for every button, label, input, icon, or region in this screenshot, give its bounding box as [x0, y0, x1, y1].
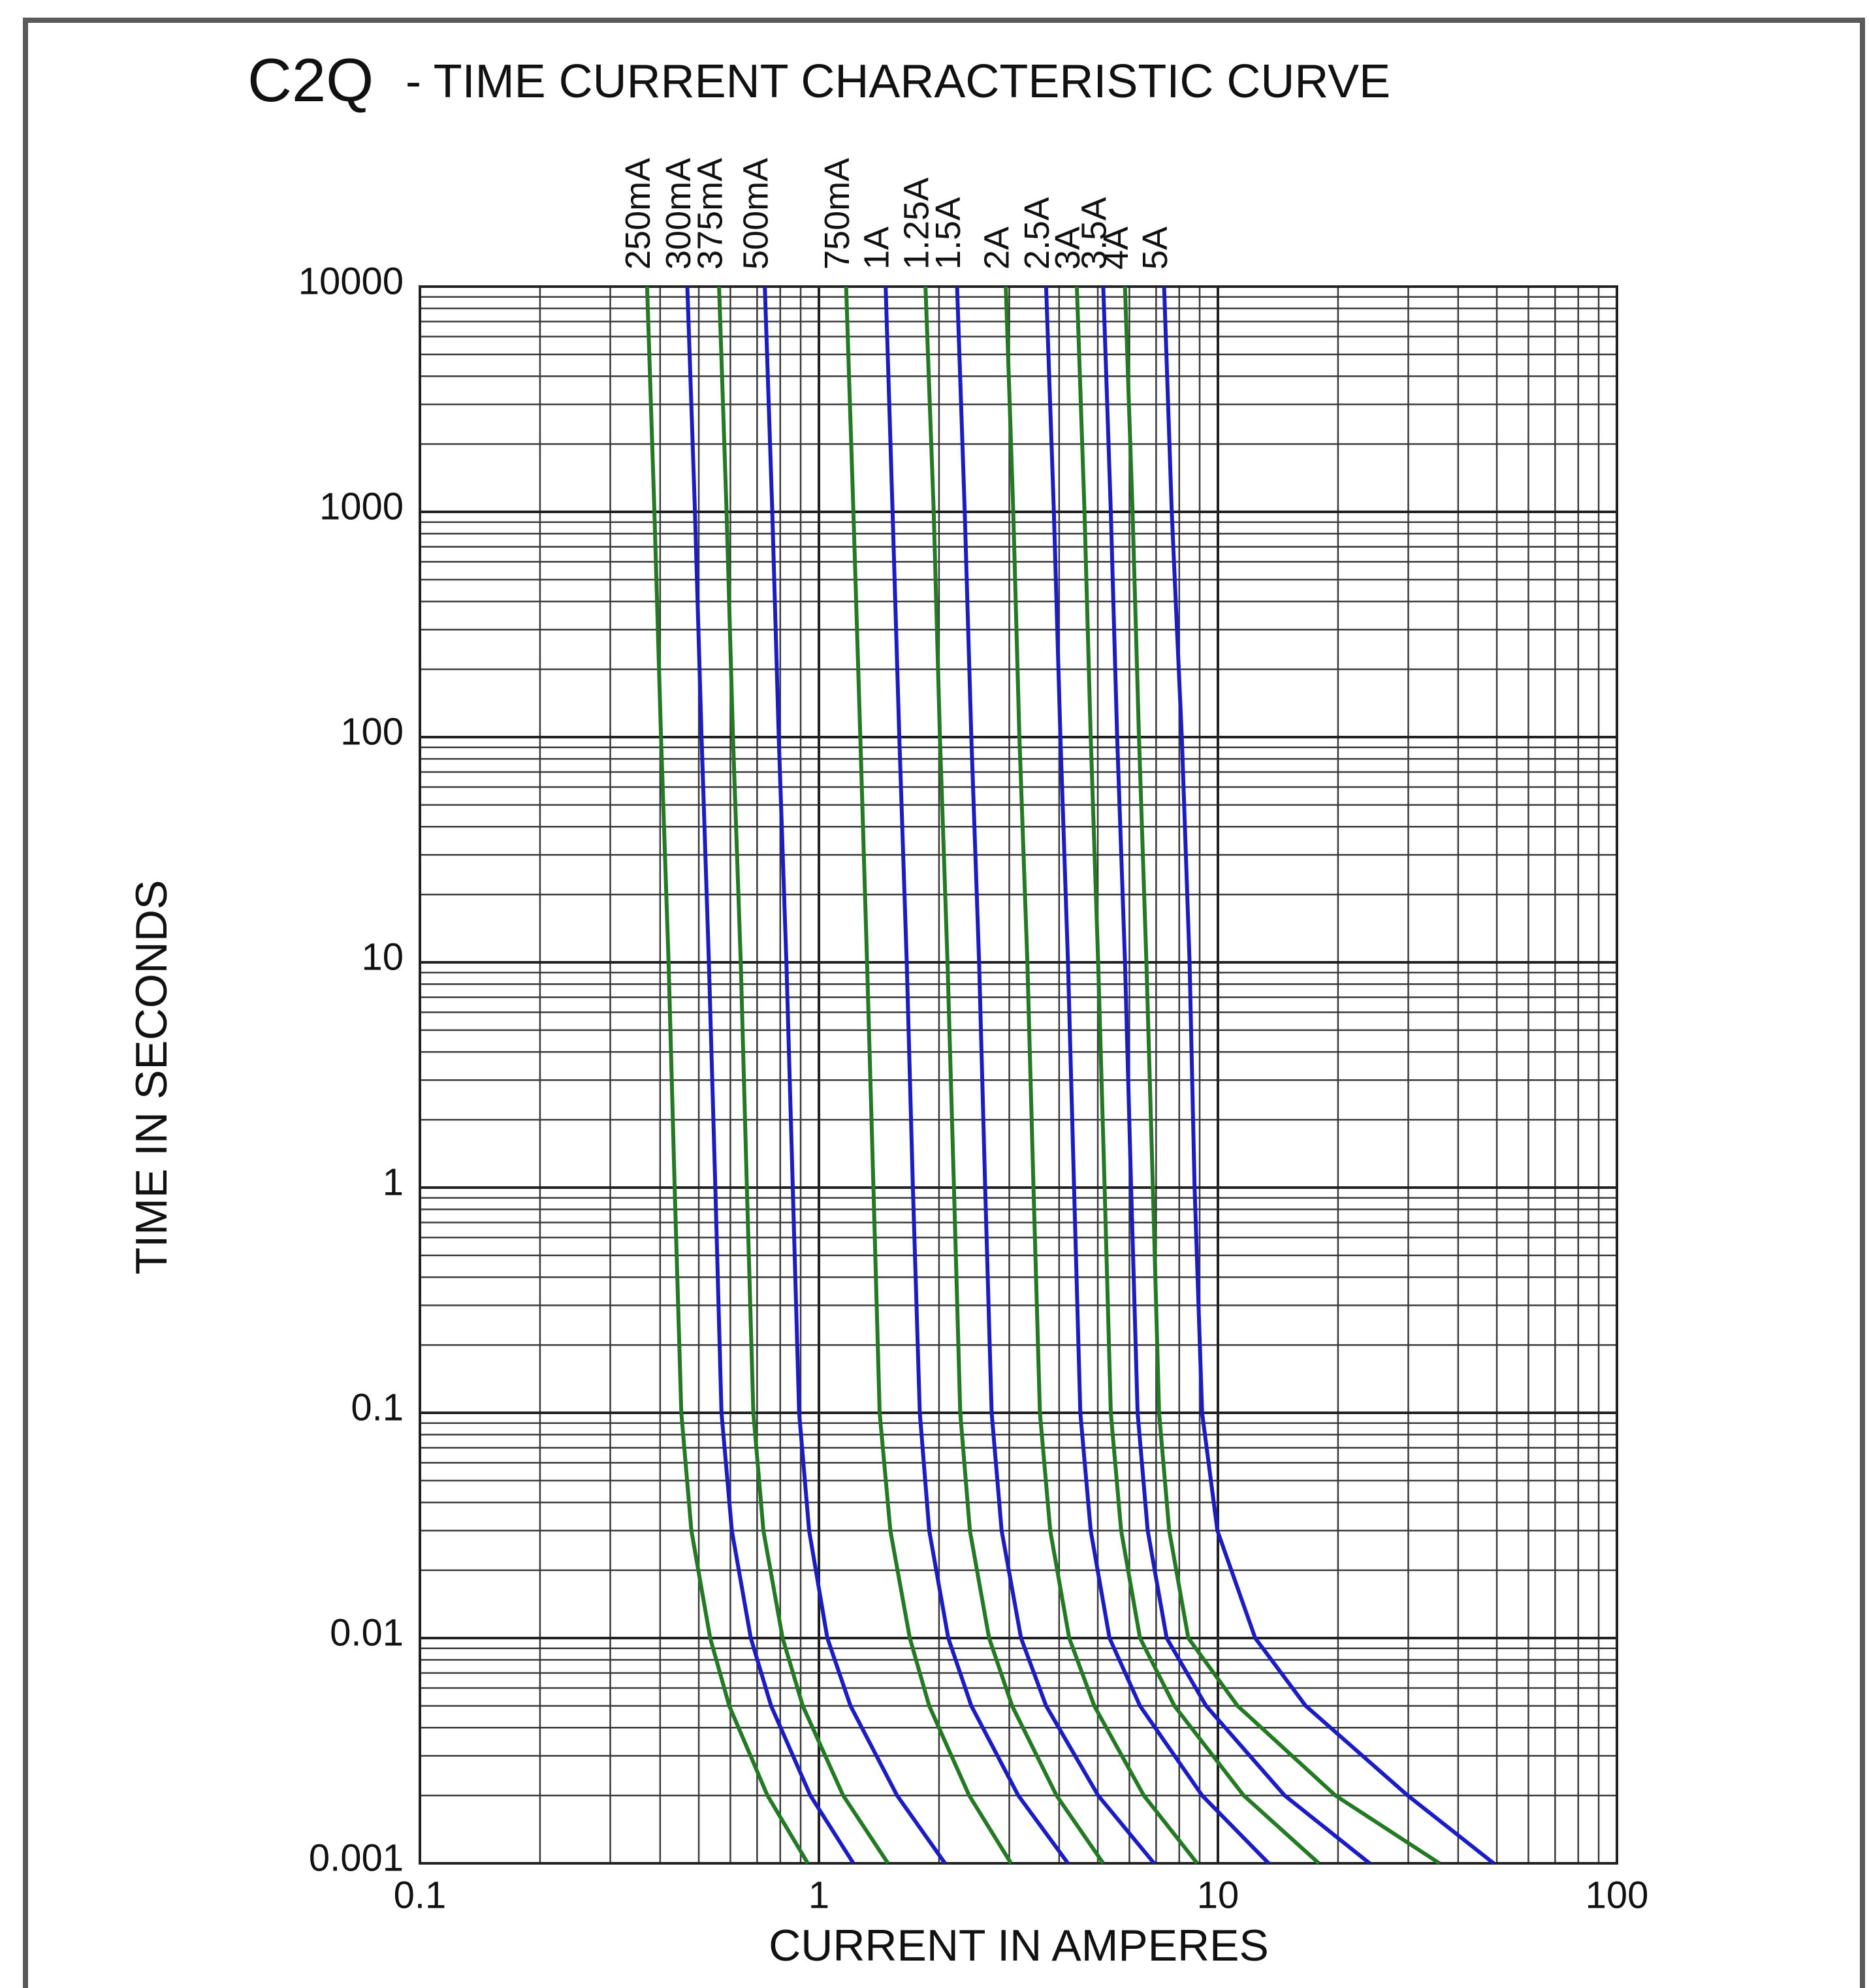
- curve: [884, 286, 1070, 1865]
- y-tick-label: 10: [361, 936, 404, 978]
- series-label: 2A: [977, 227, 1016, 270]
- series-label: 3A: [1048, 227, 1087, 270]
- series-label: 1.25A: [897, 178, 936, 270]
- series-label: 750mA: [818, 158, 857, 270]
- y-axis-title: TIME IN SECONDS: [127, 880, 176, 1275]
- series-label: 1.5A: [929, 197, 968, 270]
- curve: [717, 286, 890, 1865]
- curves: [645, 286, 1495, 1865]
- x-tick-label: 100: [1586, 1874, 1649, 1916]
- curve: [923, 286, 1105, 1865]
- curve: [1101, 286, 1371, 1865]
- chart-title: C2Q: [248, 46, 374, 114]
- series-label: 2.5A: [1017, 197, 1057, 270]
- curve: [645, 286, 810, 1865]
- curve: [844, 286, 1013, 1865]
- curve: [1123, 286, 1441, 1865]
- series-label: 375mA: [690, 158, 729, 270]
- y-tick-label: 0.001: [309, 1837, 404, 1879]
- y-tick-label: 1000: [319, 485, 404, 528]
- curve: [763, 286, 947, 1865]
- series-label: 1A: [857, 227, 896, 270]
- grid: [419, 285, 1618, 1865]
- frame: [23, 18, 1865, 1988]
- x-axis-title: CURRENT IN AMPERES: [769, 1921, 1269, 1970]
- series-label: 5A: [1136, 227, 1175, 270]
- series-label: 250mA: [618, 158, 658, 270]
- x-tick-label: 10: [1197, 1874, 1239, 1916]
- series-label: 3.5A: [1075, 197, 1114, 270]
- y-tick-label: 10000: [298, 260, 404, 302]
- chart-subtitle: - TIME CURRENT CHARACTERISTIC CURVE: [406, 55, 1390, 108]
- y-tick-label: 1: [383, 1161, 404, 1203]
- curve: [1004, 286, 1199, 1865]
- curve: [1075, 286, 1320, 1865]
- series-label: 500mA: [736, 158, 775, 270]
- curve: [685, 286, 855, 1865]
- curve: [955, 286, 1156, 1865]
- y-tick-label: 100: [340, 710, 404, 753]
- labels: 0.1 1 10 100 10000 1000 100 10 1 0.1 0.01 0.001 250m…: [298, 158, 1649, 1916]
- y-tick-label: 0.1: [351, 1386, 404, 1428]
- x-tick-label: 0.1: [394, 1874, 447, 1916]
- curve: [1162, 286, 1495, 1865]
- y-tick-label: 0.01: [330, 1611, 404, 1654]
- plot-border: [419, 285, 1618, 1865]
- series-label: 4A: [1096, 227, 1136, 270]
- x-tick-label: 1: [808, 1874, 829, 1916]
- curve: [1044, 286, 1270, 1865]
- series-label: 300mA: [659, 158, 698, 270]
